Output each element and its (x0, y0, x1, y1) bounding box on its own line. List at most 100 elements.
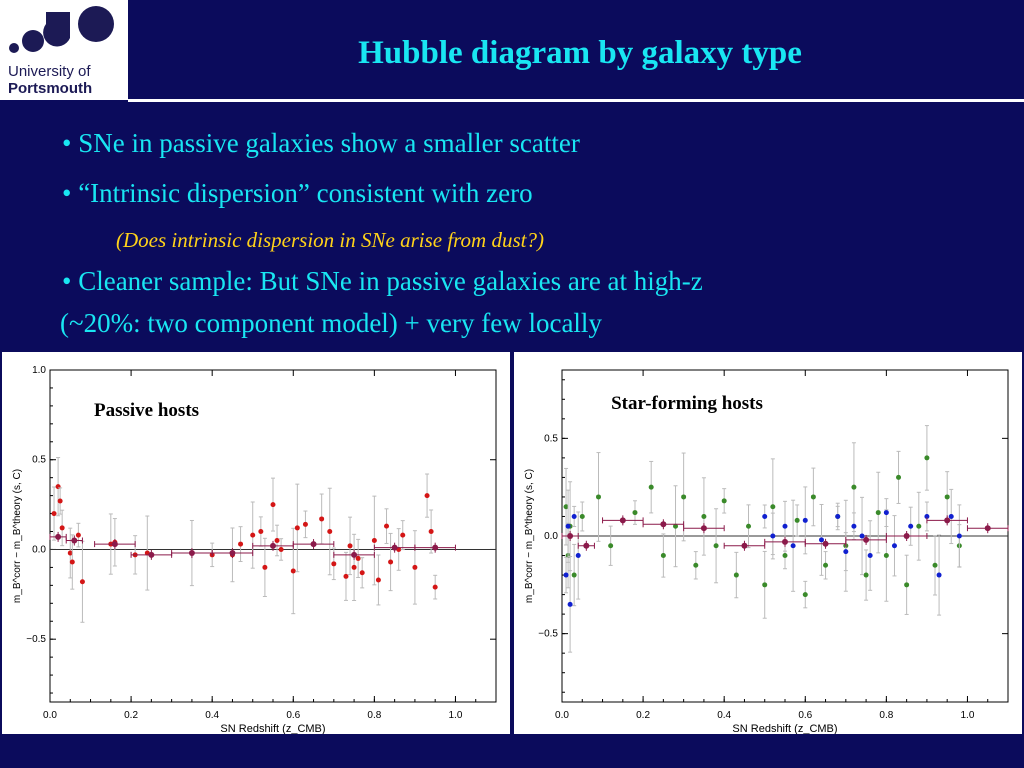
data-point (770, 512, 776, 560)
binned-point (373, 542, 416, 553)
data-point (932, 535, 938, 596)
data-point (908, 506, 914, 546)
binned-point (764, 536, 806, 547)
bullet-cleaner-sample-continued: (~20%: two component model) + very few l… (60, 308, 602, 338)
binned-point (602, 515, 644, 526)
data-point (660, 533, 666, 578)
bullet-intrinsic-dispersion: • “Intrinsic dispersion” consistent with… (62, 178, 533, 208)
data-point (693, 551, 699, 580)
x-axis-label: SN Redshift (z_CMB) (220, 723, 325, 734)
data-point (575, 511, 581, 600)
data-point (270, 477, 276, 532)
y-tick-label: 0.5 (32, 455, 46, 466)
data-point (388, 532, 394, 592)
data-point (424, 473, 430, 518)
logo-text-line2: Portsmouth (8, 80, 93, 97)
binned-point (885, 531, 928, 541)
x-tick-label: 1.0 (961, 710, 975, 721)
data-point (936, 534, 942, 616)
y-tick-label: 1.0 (32, 365, 46, 376)
binned-point (333, 549, 375, 560)
data-point (746, 504, 752, 549)
binned-point (804, 538, 847, 549)
data-point (608, 525, 614, 566)
data-point (595, 452, 601, 542)
logo-text-line1: University of (8, 63, 91, 80)
data-point (883, 498, 889, 527)
data-point (701, 477, 707, 556)
data-point (565, 489, 571, 563)
data-point (859, 496, 865, 576)
data-point (238, 526, 244, 562)
data-point (75, 522, 81, 548)
data-point (762, 550, 768, 619)
binned-point (94, 539, 136, 550)
data-point (69, 534, 75, 590)
binned-point (211, 548, 254, 559)
data-point (802, 580, 808, 609)
y-tick-label: 0.0 (32, 544, 46, 555)
x-tick-label: 0.2 (124, 710, 138, 721)
data-point (343, 551, 349, 601)
binned-point (414, 542, 456, 553)
binned-point (723, 540, 766, 551)
x-tick-label: 0.8 (367, 710, 381, 721)
passive-hosts-plot: 0.0 0.2 0.4 0.6 0.8 1.0 −0.5 0.0 0.5 1.0 SN Redshi… (12, 365, 497, 734)
binned-point (577, 540, 595, 551)
data-point (944, 471, 950, 523)
data-point (648, 460, 654, 514)
data-point (327, 487, 333, 576)
data-point (319, 493, 325, 545)
data-point (924, 425, 930, 491)
data-point (571, 505, 577, 528)
x-tick-label: 0.2 (636, 710, 650, 721)
binned-point (561, 531, 579, 541)
data-point (579, 501, 585, 532)
data-point (428, 509, 434, 554)
binned-point (642, 519, 685, 530)
data-point (563, 556, 569, 594)
x-tick-label: 0.0 (43, 710, 57, 721)
data-point (250, 501, 256, 569)
data-point (347, 516, 353, 576)
x-axis-label: SN Redshift (z_CMB) (732, 723, 837, 734)
data-point (355, 538, 361, 578)
chart-title: Star-forming hosts (611, 393, 763, 414)
dust-question-note: (Does intrinsic dispersion in SNe arise … (116, 228, 544, 252)
data-point (67, 527, 73, 579)
data-point (891, 515, 897, 577)
chart-title: Passive hosts (94, 400, 200, 421)
data-point (274, 524, 280, 557)
data-point (384, 508, 390, 544)
data-point (790, 499, 796, 592)
university-logo: University of Portsmouth (0, 0, 128, 100)
logo-dots-icon (9, 6, 114, 53)
binned-point (65, 535, 83, 546)
data-point (412, 530, 418, 605)
bullet-cleaner-sample: • Cleaner sample: But SNe in passive gal… (62, 266, 703, 296)
binned-point (926, 515, 968, 526)
data-point (400, 520, 406, 551)
data-point (57, 487, 63, 515)
x-tick-label: 0.6 (798, 710, 812, 721)
data-point (258, 516, 264, 547)
star-forming-hosts-plot: 0.0 0.2 0.4 0.6 0.8 1.0 −0.5 0.0 0.5 SN Redshift … (524, 369, 1009, 734)
data-point (810, 467, 816, 527)
data-point (432, 574, 438, 600)
data-point (79, 540, 85, 623)
data-point (563, 467, 569, 546)
data-point (721, 488, 727, 514)
data-point (673, 485, 679, 568)
y-axis-label: m_B^corr − m_B^theory (s, C) (12, 469, 23, 603)
data-point (571, 543, 577, 607)
y-tick-label: −0.5 (26, 634, 46, 645)
x-tick-label: 0.8 (879, 710, 893, 721)
x-tick-label: 0.4 (205, 710, 219, 721)
data-point (875, 471, 881, 554)
slide-title: Hubble diagram by galaxy type (358, 35, 802, 71)
data-point (948, 488, 954, 545)
y-axis-label: m_B^corr − m_B^theory (s, C) (524, 469, 535, 603)
binned-point (130, 549, 173, 560)
binned-point (966, 523, 1009, 534)
data-point (51, 486, 57, 541)
